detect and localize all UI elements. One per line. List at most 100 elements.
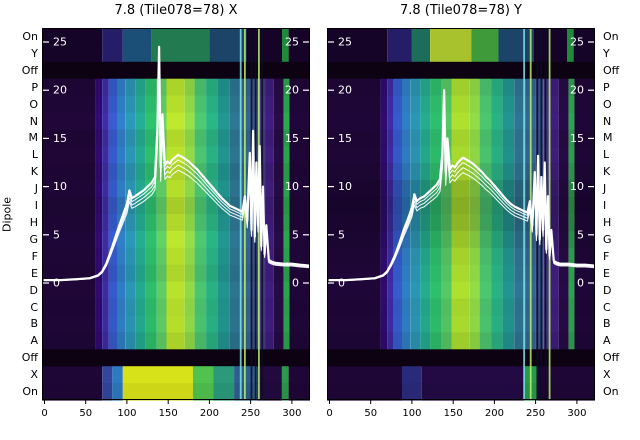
row-label: H bbox=[603, 216, 612, 229]
line-overlay bbox=[328, 89, 597, 282]
row-label: A bbox=[30, 334, 38, 348]
row-label: K bbox=[603, 165, 611, 179]
line-overlay bbox=[43, 45, 312, 282]
row-label: D bbox=[603, 283, 612, 297]
row-label: O bbox=[29, 97, 38, 111]
row-label: On bbox=[603, 30, 619, 43]
row-label: G bbox=[29, 232, 38, 246]
svg-text:15: 15 bbox=[53, 132, 67, 145]
row-label: L bbox=[31, 148, 38, 162]
row-labels-right: On Y Off P O N M L K J I H G F E D C B A Off X On bbox=[601, 28, 635, 400]
svg-text:300: 300 bbox=[282, 408, 301, 419]
row-label: H bbox=[29, 216, 38, 229]
svg-text:150: 150 bbox=[444, 408, 463, 419]
row-label: O bbox=[603, 97, 612, 111]
row-label: N bbox=[29, 114, 38, 128]
plot-frame bbox=[327, 28, 595, 400]
svg-text:20: 20 bbox=[53, 84, 67, 97]
row-label: P bbox=[31, 80, 38, 94]
inner-y-ticks: 25 25 20 20 15 15 10 10 5 5 0 0 bbox=[42, 36, 310, 290]
row-label: J bbox=[603, 182, 607, 196]
row-label: M bbox=[28, 131, 39, 145]
row-label: J bbox=[34, 182, 38, 196]
left-plot-title: 7.8 (Tile078=78) X bbox=[114, 3, 238, 18]
svg-text:10: 10 bbox=[570, 180, 584, 193]
row-label: F bbox=[603, 249, 610, 263]
row-label: L bbox=[603, 148, 610, 162]
row-label: Off bbox=[603, 351, 620, 365]
x-axis-ticks: 0 50 100 150 200 250 300 bbox=[326, 400, 586, 419]
row-label: I bbox=[603, 199, 607, 212]
row-label: F bbox=[31, 249, 38, 263]
right-heatmap-plot: 25 25 20 20 15 15 10 10 5 5 0 0 0 50 100 150 200 250 300 bbox=[326, 28, 597, 422]
row-label: Off bbox=[21, 63, 38, 77]
row-label: A bbox=[603, 334, 611, 348]
row-label: E bbox=[603, 266, 610, 280]
row-label: N bbox=[603, 114, 612, 128]
row-label: P bbox=[603, 80, 610, 94]
svg-text:20: 20 bbox=[338, 84, 352, 97]
row-label: Y bbox=[31, 46, 38, 60]
svg-text:50: 50 bbox=[364, 408, 377, 419]
svg-text:200: 200 bbox=[485, 408, 504, 419]
svg-text:100: 100 bbox=[402, 408, 421, 419]
row-label: Y bbox=[603, 46, 610, 60]
row-label: G bbox=[603, 232, 612, 246]
inner-y-ticks: 25 25 20 20 15 15 10 10 5 5 0 0 bbox=[327, 36, 595, 290]
svg-text:15: 15 bbox=[570, 132, 584, 145]
svg-text:0: 0 bbox=[292, 277, 299, 290]
row-label: K bbox=[30, 165, 38, 179]
svg-text:0: 0 bbox=[42, 408, 48, 419]
svg-text:200: 200 bbox=[200, 408, 219, 419]
plot-frame bbox=[42, 28, 310, 400]
row-label: Off bbox=[21, 351, 38, 365]
row-label: B bbox=[603, 317, 611, 331]
svg-text:15: 15 bbox=[338, 132, 352, 145]
svg-text:300: 300 bbox=[567, 408, 586, 419]
svg-text:0: 0 bbox=[327, 408, 333, 419]
svg-text:0: 0 bbox=[53, 277, 60, 290]
row-label: M bbox=[603, 131, 613, 145]
svg-text:25: 25 bbox=[285, 36, 299, 49]
row-label: On bbox=[22, 385, 38, 398]
svg-text:5: 5 bbox=[292, 228, 299, 241]
svg-text:50: 50 bbox=[79, 408, 92, 419]
svg-text:5: 5 bbox=[577, 228, 584, 241]
heatmap-cells bbox=[42, 28, 310, 401]
svg-text:0: 0 bbox=[338, 277, 345, 290]
left-heatmap-plot: 25 25 20 20 15 15 10 10 5 5 0 0 0 50 100 150 200 250 300 bbox=[41, 28, 312, 422]
row-label: C bbox=[603, 300, 611, 314]
svg-text:10: 10 bbox=[285, 180, 299, 193]
svg-text:25: 25 bbox=[338, 36, 352, 49]
row-label: C bbox=[30, 300, 38, 314]
svg-text:5: 5 bbox=[338, 228, 345, 241]
heatmap-cells bbox=[327, 28, 595, 401]
svg-text:0: 0 bbox=[577, 277, 584, 290]
row-label: E bbox=[31, 266, 38, 280]
row-label: Off bbox=[603, 63, 620, 77]
svg-text:25: 25 bbox=[570, 36, 584, 49]
row-label: B bbox=[30, 317, 38, 331]
svg-text:5: 5 bbox=[53, 228, 60, 241]
row-label: X bbox=[603, 368, 611, 382]
svg-text:25: 25 bbox=[53, 36, 67, 49]
svg-text:250: 250 bbox=[526, 408, 545, 419]
svg-text:20: 20 bbox=[285, 84, 299, 97]
row-label: I bbox=[34, 199, 38, 212]
row-label: D bbox=[29, 283, 38, 297]
row-label: On bbox=[603, 385, 619, 398]
x-axis-ticks: 0 50 100 150 200 250 300 bbox=[41, 400, 301, 419]
svg-text:10: 10 bbox=[53, 180, 67, 193]
dipole-axis-label: Dipole bbox=[0, 196, 14, 232]
svg-text:20: 20 bbox=[570, 84, 584, 97]
right-plot-title: 7.8 (Tile078=78) Y bbox=[399, 3, 523, 18]
svg-text:15: 15 bbox=[285, 132, 299, 145]
svg-text:250: 250 bbox=[241, 408, 260, 419]
svg-text:150: 150 bbox=[159, 408, 178, 419]
row-label: On bbox=[22, 30, 38, 43]
row-label: X bbox=[30, 368, 38, 382]
svg-text:10: 10 bbox=[338, 180, 352, 193]
